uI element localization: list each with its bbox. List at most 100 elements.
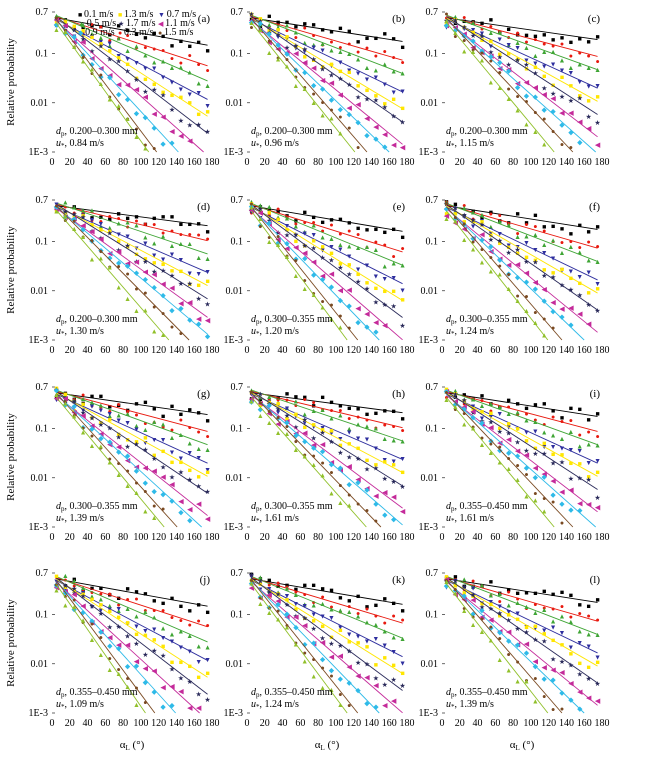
data-point: ■ — [90, 585, 94, 593]
legend-entry: ■ 1.3 m/s — [118, 9, 154, 20]
data-point: ● — [90, 402, 94, 410]
data-point: ◆ — [89, 617, 95, 625]
data-point: ▲ — [160, 331, 167, 339]
data-point: ★ — [196, 690, 202, 698]
data-point: ◀ — [338, 91, 344, 99]
data-point: ▼ — [559, 629, 566, 637]
data-point: ▲ — [186, 240, 193, 248]
data-point: ★ — [506, 249, 512, 257]
data-point: ■ — [205, 609, 209, 617]
data-point: ▼ — [284, 222, 291, 230]
y-tick-label: 0.01 — [226, 286, 244, 297]
data-point: ● — [374, 52, 378, 60]
fit-line — [446, 393, 596, 528]
data-point: ◆ — [284, 418, 290, 426]
fit-line — [56, 16, 208, 67]
data-point: ● — [329, 106, 333, 114]
data-point: ◀ — [506, 436, 512, 444]
data-point: ◀ — [152, 271, 158, 279]
data-point: ◆ — [160, 703, 166, 711]
data-point: ■ — [569, 39, 573, 47]
fit-line — [446, 20, 598, 138]
fit-line — [251, 202, 403, 266]
data-point: ■ — [560, 265, 564, 273]
data-point: ● — [267, 581, 271, 589]
data-point: ★ — [89, 603, 95, 611]
data-point: ◆ — [470, 610, 476, 618]
fit-line — [446, 393, 598, 464]
data-point: ■ — [63, 210, 67, 218]
data-point: ▲ — [479, 211, 486, 219]
data-point: ● — [143, 220, 147, 228]
data-point: ■ — [392, 96, 396, 104]
data-point: ■ — [320, 63, 324, 71]
data-point: ● — [515, 595, 519, 603]
fit-line — [446, 210, 549, 341]
x-tick-label: 180 — [595, 157, 610, 168]
data-point: ▼ — [523, 239, 530, 247]
data-point: ▲ — [328, 115, 335, 123]
data-point: ◆ — [329, 666, 335, 674]
y-tick-label: 0.1 — [36, 49, 49, 60]
data-point: ★ — [532, 69, 538, 77]
data-point: ▼ — [275, 216, 282, 224]
fit-line — [446, 392, 598, 417]
data-point: ◀ — [302, 58, 308, 66]
data-point: ◆ — [515, 452, 521, 460]
data-point: ■ — [99, 392, 103, 400]
data-point: ▲ — [257, 573, 264, 581]
friction-velocity-annotation: u*, 1.39 m/s — [446, 699, 494, 711]
data-point: ■ — [524, 437, 528, 445]
data-point: ◆ — [488, 624, 494, 632]
data-point: ▼ — [151, 626, 158, 634]
data-point: ● — [285, 622, 289, 630]
data-point: ▲ — [364, 243, 371, 251]
data-point: ★ — [284, 601, 290, 609]
data-point: ● — [108, 37, 112, 45]
data-point: ■ — [54, 384, 58, 392]
data-point: ● — [197, 428, 201, 436]
data-point: ◆ — [134, 662, 140, 670]
fit-line — [446, 577, 598, 684]
data-point: ◆ — [125, 662, 131, 670]
data-point: ◆ — [479, 419, 485, 427]
fit-line — [251, 393, 403, 526]
data-point: ■ — [205, 108, 209, 116]
data-point: ▲ — [248, 198, 255, 206]
data-point: ■ — [54, 18, 58, 26]
data-point: ★ — [124, 242, 130, 250]
data-point: ■ — [161, 260, 165, 268]
data-point: ◆ — [54, 203, 60, 211]
data-point: ■ — [569, 459, 573, 467]
x-tick-label: 40 — [278, 345, 288, 356]
x-axis-label: αL (°) — [315, 739, 340, 752]
data-point: ● — [347, 415, 351, 423]
legend-entry: ★ 1.7 m/s — [118, 18, 156, 29]
data-point: ★ — [452, 391, 458, 399]
data-point: ▲ — [328, 415, 335, 423]
x-tick-label: 100 — [328, 718, 343, 729]
friction-velocity-annotation: u*, 1.39 m/s — [56, 513, 104, 525]
data-point: ■ — [161, 88, 165, 96]
fit-line — [251, 210, 348, 341]
panel-label: (l) — [590, 574, 601, 586]
data-point: ◀ — [329, 270, 335, 278]
data-point: ■ — [338, 260, 342, 268]
data-point: ● — [507, 455, 511, 463]
data-point: ■ — [179, 267, 183, 275]
data-point: ● — [365, 243, 369, 251]
data-point: ▼ — [169, 78, 176, 86]
fit-line — [251, 20, 403, 145]
data-point: ★ — [355, 94, 361, 102]
data-point: ▲ — [541, 140, 548, 148]
data-point: ▼ — [479, 415, 486, 423]
data-point: ■ — [285, 581, 289, 589]
fit-line — [446, 22, 555, 153]
data-point: ★ — [275, 590, 281, 598]
data-point: ▲ — [275, 429, 282, 437]
data-point: ◆ — [338, 675, 344, 683]
data-point: ■ — [143, 75, 147, 83]
data-point: ◀ — [169, 128, 175, 136]
data-point: ★ — [391, 302, 397, 310]
data-point: ▲ — [248, 387, 255, 395]
